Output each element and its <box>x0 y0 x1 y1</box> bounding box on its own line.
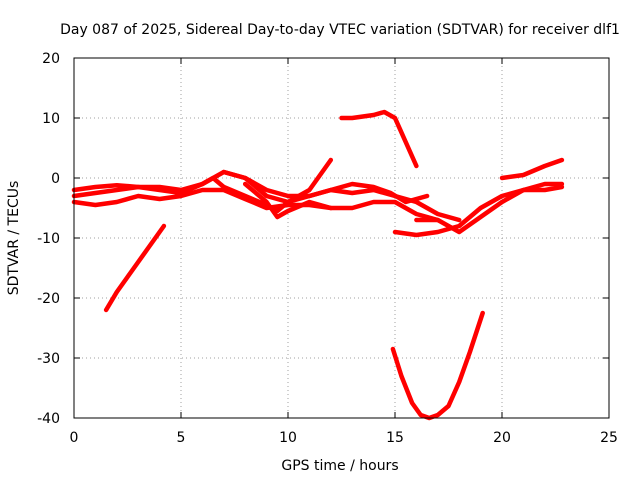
y-tick-label: -10 <box>37 231 60 247</box>
series-line-arc-10 <box>414 181 565 235</box>
x-tick-label: 25 <box>600 430 618 446</box>
y-tick-label: -40 <box>37 411 60 427</box>
chart-title: Day 087 of 2025, Sidereal Day-to-day VTE… <box>60 22 620 38</box>
y-axis-label: SDTVAR / TECUs <box>6 181 22 296</box>
x-tick-label: 10 <box>279 430 297 446</box>
y-tick-label: 10 <box>42 111 60 127</box>
y-tick-label: -30 <box>37 351 60 367</box>
plot-frame <box>73 57 610 419</box>
series-line-arc-6 <box>339 109 419 169</box>
series-line-arc-5 <box>242 181 334 220</box>
y-tick-label: 0 <box>51 171 60 187</box>
series-line-arc-9 <box>392 184 565 238</box>
series-line-arc-2 <box>71 187 441 223</box>
x-axis-label: GPS time / hours <box>281 458 398 474</box>
ticks: 0 5 10 15 20 25 -40 -30 -20 -10 0 10 20 <box>37 51 618 446</box>
series-group <box>71 109 565 421</box>
y-tick-label: 20 <box>42 51 60 67</box>
x-tick-label: 15 <box>386 430 404 446</box>
x-tick-label: 20 <box>493 430 511 446</box>
series-line-arc-11 <box>499 157 565 181</box>
series-line-arc-4 <box>221 157 334 205</box>
x-tick-label: 0 <box>70 430 79 446</box>
y-tick-label: -20 <box>37 291 60 307</box>
series-line-arc-3 <box>71 169 430 205</box>
series-line-arc-7 <box>103 223 167 313</box>
series-line-arc-8 <box>390 310 485 421</box>
x-tick-label: 5 <box>177 430 186 446</box>
